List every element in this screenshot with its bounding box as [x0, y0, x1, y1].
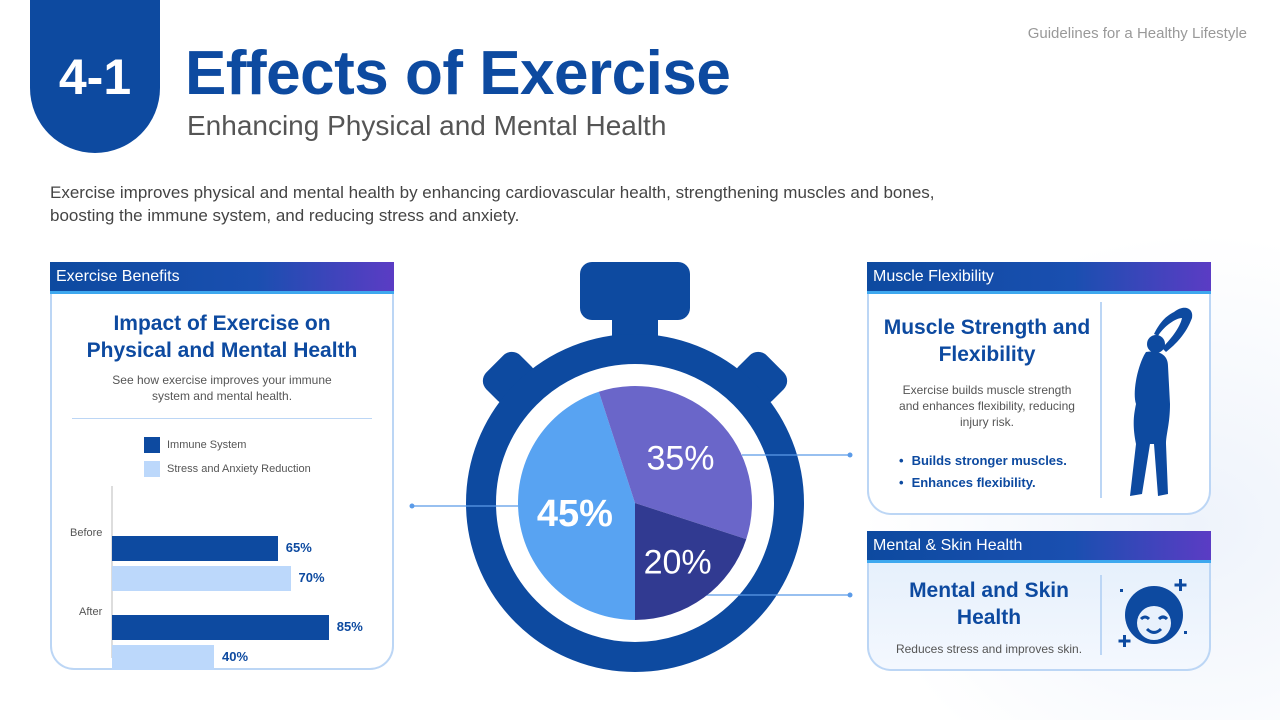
panel-card: Impact of Exercise on Physical and Menta…	[50, 294, 394, 670]
bar-before-1	[112, 566, 291, 591]
panel-card: Mental and Skin Health Reduces stress an…	[867, 563, 1211, 671]
pie-label: 35%	[646, 439, 714, 477]
panel-header: Muscle Flexibility	[867, 262, 1211, 294]
divider	[1100, 575, 1102, 655]
page-title: Effects of Exercise	[185, 39, 731, 108]
chart-description: See how exercise improves your immune sy…	[112, 373, 332, 403]
legend-label: Immune System	[167, 439, 247, 451]
legend-immune: Immune System	[144, 437, 246, 453]
divider	[1100, 302, 1102, 498]
pie-slice-20	[635, 503, 747, 620]
bar-value-label: 65%	[285, 540, 312, 555]
bar-value-label: 70%	[298, 570, 325, 585]
connector-dot	[847, 592, 853, 598]
stopwatch-icon	[466, 262, 804, 672]
card-title: Mental and Skin Health	[909, 579, 1069, 629]
card-description: Exercise builds muscle strength and enha…	[899, 383, 1075, 429]
card-description: Reduces stress and improves skin.	[895, 642, 1083, 656]
bar-value-label: 40%	[222, 649, 249, 664]
connector-dot	[847, 452, 853, 458]
stopwatch-pie-chart: 45% 35% 20%	[409, 262, 853, 672]
connector-dot	[409, 503, 415, 509]
divider	[72, 418, 372, 419]
mental-skin-panel: Mental & Skin Health Mental and Skin Hea…	[867, 531, 1211, 671]
category-label: After	[79, 606, 103, 618]
pie-slice-35	[598, 386, 752, 540]
top-label: Guidelines for a Healthy Lifestyle	[1027, 25, 1247, 42]
pie-label: 45%	[537, 493, 613, 535]
exercise-benefits-panel: Exercise Benefits Impact of Exercise on …	[50, 262, 394, 670]
bullet-item: Builds stronger muscles.	[899, 453, 1067, 468]
legend-stress: Stress and Anxiety Reduction	[144, 461, 311, 477]
section-badge: 4-1	[30, 0, 160, 153]
intro-text: Exercise improves physical and mental he…	[50, 183, 935, 225]
panel-header: Exercise Benefits	[50, 262, 394, 294]
legend-label: Stress and Anxiety Reduction	[167, 463, 311, 475]
bullet-item: Enhances flexibility.	[899, 475, 1036, 490]
bar-before-0	[112, 536, 278, 561]
legend-swatch	[144, 461, 160, 477]
bar-value-label: 85%	[336, 619, 363, 634]
page-subtitle: Enhancing Physical and Mental Health	[187, 110, 667, 141]
bar-after-0	[112, 615, 329, 640]
bar-after-1	[112, 645, 214, 670]
pie-label: 20%	[644, 544, 712, 582]
card-title: Muscle Strength and Flexibility	[883, 316, 1091, 366]
chart-title: Impact of Exercise on Physical and Menta…	[86, 312, 358, 362]
panel-card: Muscle Strength and Flexibility Exercise…	[867, 294, 1211, 515]
stretching-person-icon	[1130, 307, 1193, 496]
legend-swatch	[144, 437, 160, 453]
face-care-icon	[1118, 579, 1187, 647]
muscle-flexibility-panel: Muscle Flexibility Muscle Strength and F…	[867, 262, 1211, 515]
panel-header: Mental & Skin Health	[867, 531, 1211, 563]
pie-slice-45	[518, 391, 635, 620]
category-label: Before	[70, 527, 103, 539]
